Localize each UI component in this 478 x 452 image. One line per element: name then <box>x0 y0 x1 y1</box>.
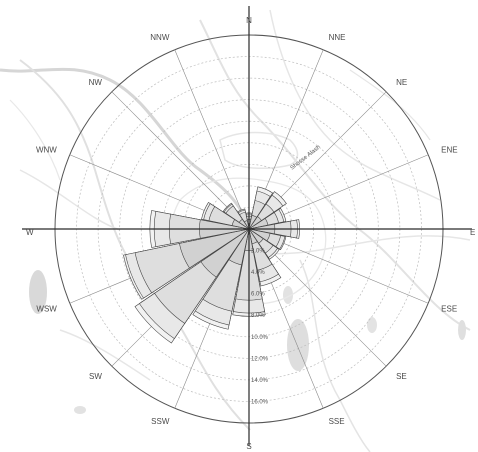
direction-spoke <box>111 91 250 230</box>
ring-value-label: 16.0% <box>251 399 269 405</box>
road-path <box>199 19 471 331</box>
direction-labels: N NNE NE ENE E ESE SE SSE S SSW SW WSW W WNW NW NNW <box>26 16 475 451</box>
direction-label-s: S <box>246 442 251 451</box>
ring-value-label: 12.0% <box>251 356 269 362</box>
direction-label-ssw: SSW <box>151 417 170 426</box>
direction-label-wsw: WSW <box>36 305 57 314</box>
direction-label-e: E <box>470 228 475 237</box>
bar-ese-band-1 <box>248 228 271 242</box>
road-path <box>19 169 121 231</box>
ring-value-label: 8.0% <box>251 313 265 319</box>
road-path <box>59 329 151 381</box>
direction-label-ne: NE <box>396 78 407 87</box>
direction-label-n: N <box>246 16 252 25</box>
direction-label-ene: ENE <box>441 145 457 154</box>
bar-ene-band-1 <box>248 217 269 230</box>
ring-value-label: 4.0% <box>251 270 265 276</box>
lake-shape <box>74 406 86 414</box>
direction-label-ese: ESE <box>441 305 457 314</box>
lake-shape <box>458 320 466 340</box>
ring-value-label: 14.0% <box>251 378 269 384</box>
polar-axes: 2.0% 4.0% 6.0% 8.0% 10.0% 12.0% 14.0% 16.0% <box>22 6 472 446</box>
bar-wsw-band-1 <box>179 228 250 269</box>
lake-shape <box>367 317 377 333</box>
river-path <box>19 59 251 431</box>
direction-label-w: W <box>26 228 34 237</box>
bar-sw-band-1 <box>200 228 250 278</box>
road-loop <box>219 131 299 170</box>
lake-shape <box>29 270 47 314</box>
wind-bars <box>123 186 300 344</box>
ring-value-label: 2.0% <box>251 249 265 255</box>
bar-se-band-1 <box>248 228 264 244</box>
direction-label-sse: SSE <box>329 417 345 426</box>
road-path <box>9 99 61 181</box>
ring-value-label: 10.0% <box>251 335 269 341</box>
bar-nnw-band-1 <box>243 220 250 230</box>
direction-label-wnw: WNW <box>36 145 57 154</box>
direction-spoke <box>174 49 250 230</box>
ring-value-label: 6.0% <box>251 292 265 298</box>
direction-label-nw: NW <box>89 78 103 87</box>
lake-shape <box>283 286 293 304</box>
direction-label-nnw: NNW <box>150 33 170 42</box>
lake-shape <box>287 319 309 371</box>
road-path <box>269 9 441 201</box>
road-path <box>299 259 371 452</box>
road-path <box>349 69 431 141</box>
bar-ssw-band-1 <box>228 228 250 266</box>
direction-label-sw: SW <box>89 372 102 381</box>
direction-label-se: SE <box>396 372 407 381</box>
river-path <box>0 67 252 231</box>
direction-label-nne: NNE <box>329 33 346 42</box>
